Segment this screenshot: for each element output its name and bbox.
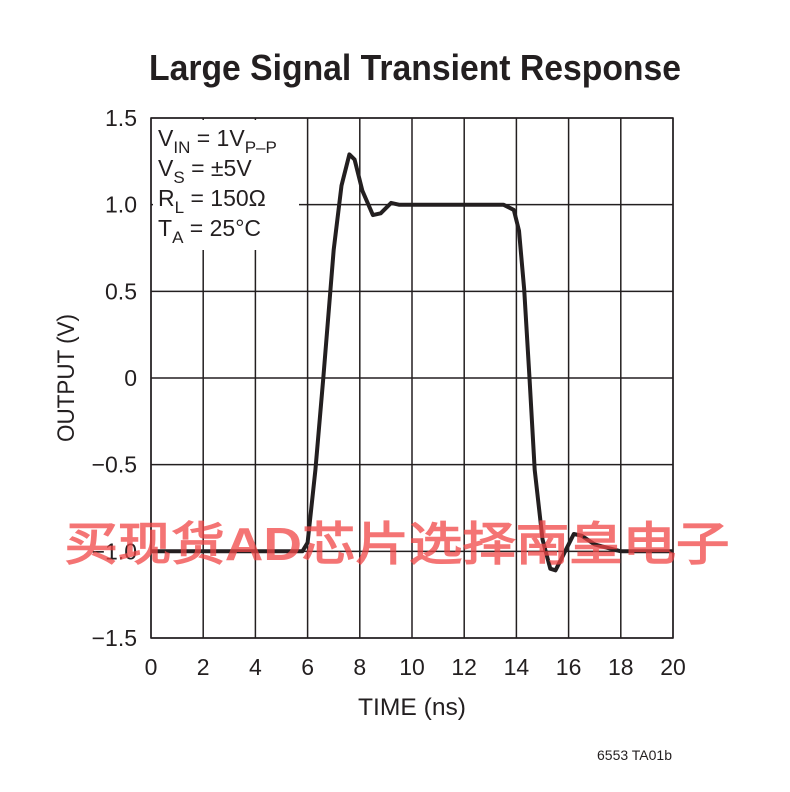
y-tick-label: −0.5 bbox=[92, 452, 137, 478]
subscript: P–P bbox=[245, 138, 277, 157]
x-axis-label: TIME (ns) bbox=[358, 694, 466, 721]
x-tick-label: 10 bbox=[399, 654, 425, 680]
x-tick-label: 20 bbox=[660, 654, 686, 680]
subscript: A bbox=[172, 228, 184, 247]
figure-id: 6553 TA01b bbox=[597, 747, 672, 763]
x-tick-label: 16 bbox=[556, 654, 582, 680]
annotation-text: T bbox=[158, 215, 172, 241]
annotation-text: R bbox=[158, 185, 175, 211]
subscript: IN bbox=[173, 138, 190, 157]
y-axis-label: OUTPUT (V) bbox=[53, 314, 80, 442]
y-tick-label: 0.5 bbox=[105, 278, 137, 304]
annotation: VS = ±5V bbox=[158, 155, 252, 187]
x-tick-label: 0 bbox=[145, 654, 158, 680]
annotation: VIN = 1VP–P bbox=[158, 125, 277, 157]
x-tick-label: 2 bbox=[197, 654, 210, 680]
annotation-text: = 150Ω bbox=[184, 185, 266, 211]
signal-line bbox=[151, 152, 673, 573]
annotation: TA = 25°C bbox=[158, 215, 261, 247]
annotation: RL = 150Ω bbox=[158, 185, 266, 217]
x-tick-label: 8 bbox=[353, 654, 366, 680]
subscript: L bbox=[175, 198, 184, 217]
y-tick-label: −1.5 bbox=[92, 625, 137, 651]
subscript: S bbox=[173, 168, 184, 187]
annotation-text: = 1V bbox=[190, 125, 245, 151]
chart-title: Large Signal Transient Response bbox=[149, 47, 681, 88]
x-tick-label: 4 bbox=[249, 654, 262, 680]
x-tick-label: 18 bbox=[608, 654, 634, 680]
y-tick-label: −1.0 bbox=[92, 538, 137, 564]
y-tick-label: 0 bbox=[124, 365, 137, 391]
annotation-background bbox=[153, 120, 299, 250]
annotation-text: V bbox=[158, 155, 174, 181]
watermark: 买现货AD芯片选择南皇电子 bbox=[65, 518, 730, 570]
annotation-text: = ±5V bbox=[185, 155, 253, 181]
annotation-text: = 25°C bbox=[183, 215, 261, 241]
y-tick-label: 1.5 bbox=[105, 105, 137, 131]
x-tick-label: 12 bbox=[451, 654, 477, 680]
y-tick-label: 1.0 bbox=[105, 192, 137, 218]
x-tick-label: 14 bbox=[504, 654, 530, 680]
x-tick-label: 6 bbox=[301, 654, 314, 680]
annotation-text: V bbox=[158, 125, 174, 151]
plot-frame bbox=[150, 117, 674, 639]
